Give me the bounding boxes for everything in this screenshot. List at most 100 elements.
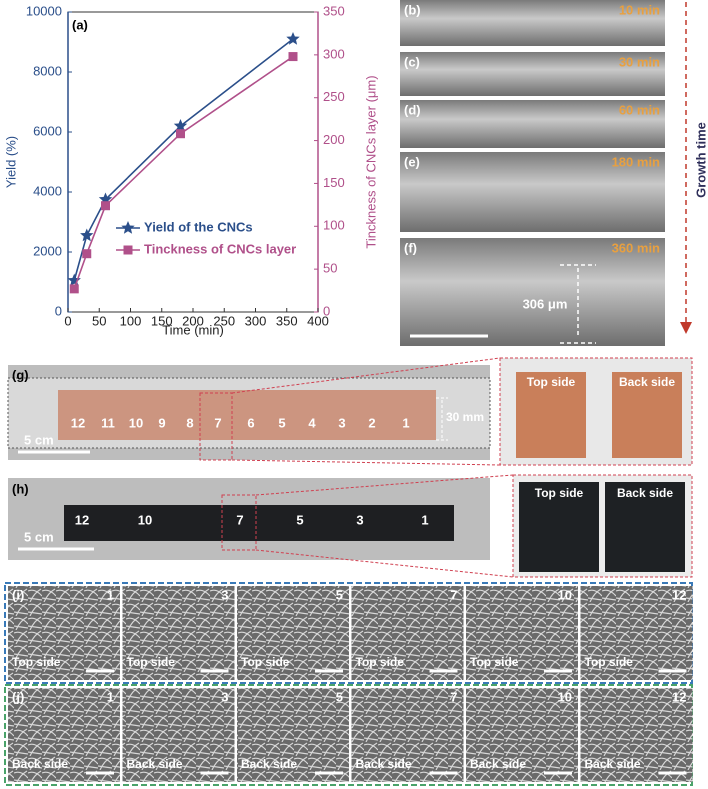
sem-image — [466, 688, 578, 782]
y2-tick-label: 300 — [323, 46, 345, 61]
side-label: Top side — [470, 655, 519, 669]
sample-number: 8 — [186, 415, 193, 430]
side-label: Back side — [585, 757, 641, 771]
sample-number: 1 — [421, 512, 428, 527]
sample-number: 12 — [75, 512, 89, 527]
marker — [286, 32, 300, 45]
x-tick-label: 200 — [182, 313, 204, 328]
cnc-sample — [519, 482, 599, 572]
sem-image — [400, 152, 665, 232]
y-tick-label: 2000 — [33, 243, 62, 258]
marker — [101, 201, 110, 211]
side-label: Top side — [241, 655, 290, 669]
sample-number: 9 — [158, 415, 165, 430]
x-tick-label: 300 — [245, 313, 267, 328]
sem-image — [8, 688, 120, 782]
plot-frame — [67, 11, 319, 313]
side-label: Top side — [12, 655, 61, 669]
copper-strip — [58, 390, 436, 440]
legend-marker — [121, 221, 135, 234]
x-tick-label: 250 — [213, 313, 235, 328]
y2-tick-label: 200 — [323, 132, 345, 147]
y2-tick-label: 100 — [323, 218, 345, 233]
y2-tick-label: 50 — [323, 261, 337, 276]
panel-label: (e) — [404, 154, 420, 169]
legend-label: Tinckness of CNCs layer — [144, 241, 296, 256]
growth-time-label: 10 min — [619, 2, 660, 17]
marker — [173, 119, 188, 132]
sem-image — [122, 688, 235, 782]
sem-image — [351, 586, 464, 680]
panel-label: (f) — [404, 240, 417, 255]
panel-label: (i) — [12, 587, 24, 602]
sample-number: 5 — [278, 415, 285, 430]
sample-number: 7 — [236, 512, 243, 527]
copper-sample — [612, 372, 682, 458]
x-axis-title: Time (min) — [162, 322, 224, 337]
panel-label: (d) — [404, 102, 421, 117]
width-label: 30 mm — [446, 410, 484, 424]
legend-marker — [123, 245, 133, 255]
sem-image — [466, 586, 578, 680]
sem-image — [122, 586, 235, 680]
sample-number: 7 — [450, 689, 457, 704]
y-tick-label: 10000 — [26, 3, 62, 18]
sem-image — [351, 688, 464, 782]
x-tick-label: 400 — [307, 313, 329, 328]
cnc-sample — [605, 482, 685, 572]
y2-tick-label: 250 — [323, 89, 345, 104]
sample-number: 1 — [107, 689, 114, 704]
marker — [67, 273, 81, 287]
sample-number: 7 — [214, 415, 221, 430]
marker — [288, 52, 298, 62]
sem-image — [400, 238, 665, 346]
legend-label: Yield of the CNCs — [144, 219, 253, 234]
y2-tick-label: 350 — [323, 3, 345, 18]
sample-number: 1 — [107, 587, 114, 602]
sample-number: 2 — [368, 415, 375, 430]
zoom-lines — [231, 357, 501, 466]
scale-label: 5 cm — [24, 529, 54, 544]
side-label: Back side — [356, 757, 412, 771]
panel-label: (c) — [404, 54, 420, 69]
y-axis-title: Yield (%) — [3, 136, 18, 188]
x-tick-label: 100 — [120, 313, 142, 328]
marker — [80, 228, 94, 242]
zoom-box — [221, 494, 257, 551]
side-label: Back side — [241, 757, 297, 771]
thickness-label: 306 μm — [523, 296, 568, 311]
thickness-marker — [560, 264, 596, 344]
growth-time-label: 60 min — [619, 102, 660, 117]
growth-time-label: 30 min — [619, 54, 660, 69]
sample-number: 5 — [336, 689, 343, 704]
inset-label: Top side — [535, 486, 584, 500]
y-tick-label: 6000 — [33, 123, 62, 138]
sem-image — [237, 586, 349, 680]
sample-number: 10 — [129, 415, 143, 430]
sem-image — [400, 100, 665, 148]
sample-number: 5 — [336, 587, 343, 602]
side-label: Back side — [12, 757, 68, 771]
x-tick-label: 150 — [151, 313, 173, 328]
inset-label: Top side — [527, 375, 576, 389]
growth-arrowhead — [680, 322, 692, 334]
y-tick-label: 4000 — [33, 183, 62, 198]
sample-number: 12 — [672, 587, 686, 602]
marker — [176, 129, 185, 139]
panel-label: (j) — [12, 689, 24, 704]
sample-number: 12 — [672, 689, 686, 704]
sample-number: 3 — [221, 689, 228, 704]
y2-axis-title: Tinckness of CNCs layer (μm) — [363, 75, 378, 248]
sem-image — [580, 688, 693, 782]
sample-number: 1 — [402, 415, 409, 430]
side-label: Back side — [470, 757, 526, 771]
sem-image — [8, 586, 120, 680]
scale-label: 5 cm — [24, 432, 54, 447]
cnc-strip — [64, 505, 454, 541]
y-tick-label: 0 — [55, 303, 62, 318]
sample-number: 4 — [308, 415, 316, 430]
copper-sample — [516, 372, 586, 458]
width-marker — [436, 397, 448, 441]
x-tick-label: 50 — [92, 313, 106, 328]
